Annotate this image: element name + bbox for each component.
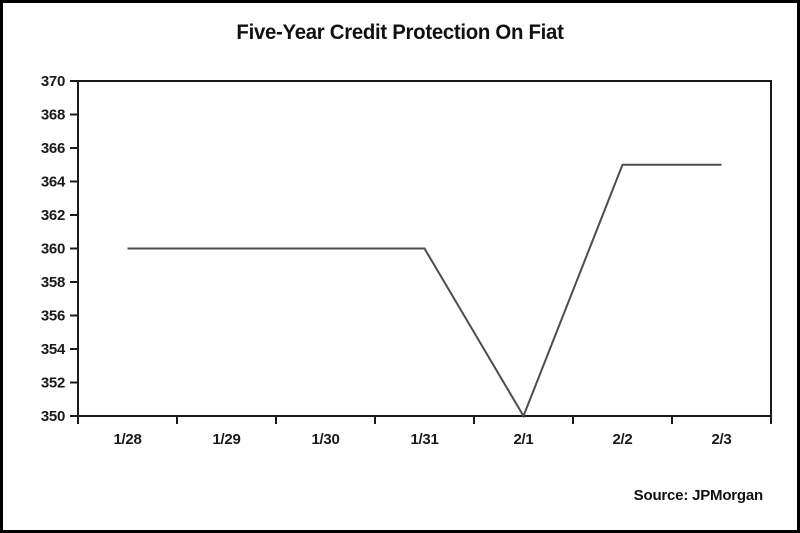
x-axis-tick-label: 1/29 [213, 431, 241, 448]
y-axis-tick-label: 352 [41, 375, 65, 392]
line-chart: 350 352 354 356 358 360 362 364 366 368 370 1/28 1/2… [41, 73, 772, 448]
source-label: Source: JPMorgan [633, 487, 764, 504]
y-axis-tick-label: 370 [41, 73, 65, 90]
y-axis-tick-label: 362 [41, 207, 65, 224]
y-axis-tick-label: 358 [41, 274, 65, 291]
x-axis-tick-label: 1/30 [312, 431, 340, 448]
x-axis-tick-label: 1/31 [411, 431, 439, 448]
x-axis-tick-label: 2/1 [514, 431, 534, 448]
y-axis-tick-label: 366 [41, 140, 65, 157]
data-line [127, 163, 722, 419]
y-axis-tick-label: 350 [41, 408, 65, 425]
y-axis-tick-label: 354 [41, 341, 66, 358]
y-axis-tick-label: 368 [41, 107, 65, 124]
x-axis-tick-label: 1/28 [114, 431, 142, 448]
y-axis-tick-label: 364 [41, 174, 66, 191]
y-axis-tick-label: 356 [41, 308, 65, 325]
x-axis-tick-label: 2/3 [712, 431, 732, 448]
x-axis-tick-label: 2/2 [613, 431, 633, 448]
chart-title: Five-Year Credit Protection On Fiat [236, 21, 564, 44]
y-axis-tick-label: 360 [41, 241, 65, 258]
